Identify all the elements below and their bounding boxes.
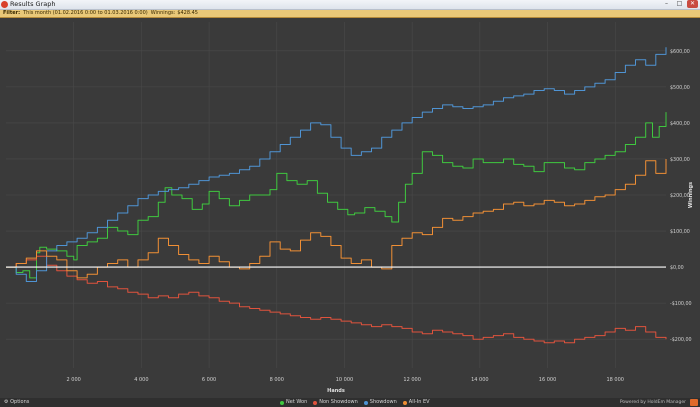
brand-text: Powered by HoldEm Manager bbox=[619, 400, 686, 405]
x-tick-label: 12 000 bbox=[403, 377, 421, 383]
filter-range: This month (01.02.2016 0:00 to 01.03.201… bbox=[23, 10, 148, 16]
maximize-button[interactable]: □ bbox=[676, 0, 683, 7]
y-axis-ticks: -$200,00 -$100,00 $0,00 $100,00 $200,00 $300,… bbox=[670, 49, 692, 343]
legend-item-showdown[interactable]: Showdown bbox=[363, 398, 397, 407]
holdem-manager-logo bbox=[690, 399, 698, 406]
filter-bar[interactable]: Filter: This month (01.02.2016 0:00 to 01… bbox=[0, 10, 700, 18]
legend: Net Won Non Showdown Showdown All-In EV bbox=[280, 398, 430, 407]
legend-swatch bbox=[363, 400, 368, 405]
legend-item-non-showdown[interactable]: Non Showdown bbox=[313, 398, 358, 407]
x-tick-label: 10 000 bbox=[336, 377, 354, 383]
legend-label: All-In EV bbox=[408, 399, 430, 405]
legend-swatch bbox=[313, 400, 318, 405]
x-tick-label: 16 000 bbox=[539, 377, 557, 383]
series-line-net-won bbox=[6, 112, 667, 279]
y-axis-label: Winnings bbox=[688, 182, 694, 208]
y-tick-label: $300,00 bbox=[670, 157, 690, 163]
y-tick-label: $200,00 bbox=[670, 193, 690, 199]
chart-background bbox=[0, 18, 700, 398]
y-tick-label: -$100,00 bbox=[670, 301, 692, 307]
close-button[interactable]: ✕ bbox=[687, 0, 698, 8]
series-line-all-in-ev bbox=[6, 159, 667, 279]
y-tick-label: -$200,00 bbox=[670, 337, 692, 343]
x-tick-label: 8 000 bbox=[270, 377, 284, 383]
legend-label: Net Won bbox=[286, 399, 308, 405]
window-titlebar: Results Graph – □ ✕ bbox=[0, 0, 700, 10]
y-tick-label: $500,00 bbox=[670, 85, 690, 91]
x-axis-label: Hands bbox=[327, 388, 345, 394]
y-tick-label: $600,00 bbox=[670, 49, 690, 55]
window-controls: – □ ✕ bbox=[661, 0, 698, 9]
legend-item-net-won[interactable]: Net Won bbox=[280, 398, 307, 407]
legend-label: Non Showdown bbox=[319, 399, 358, 405]
options-label: Options bbox=[10, 399, 30, 405]
x-tick-label: 14 000 bbox=[471, 377, 489, 383]
x-axis-ticks: 2 000 4 000 6 000 8 000 10 000 12 000 14 000 16… bbox=[67, 377, 624, 383]
winnings-label: Winnings: bbox=[150, 10, 176, 16]
legend-swatch bbox=[280, 400, 284, 405]
y-tick-label: $100,00 bbox=[670, 229, 690, 235]
x-tick-label: 6 000 bbox=[202, 377, 216, 383]
x-tick-label: 2 000 bbox=[67, 377, 81, 383]
legend-bar: ⚙ Options Net Won Non Showdown Showdown All… bbox=[0, 398, 700, 407]
legend-label: Showdown bbox=[369, 399, 397, 405]
y-tick-label: $400,00 bbox=[670, 121, 690, 127]
series-line-non-showdown bbox=[6, 255, 667, 344]
x-tick-label: 18 000 bbox=[606, 377, 624, 383]
filter-label: Filter: bbox=[3, 10, 21, 16]
results-chart: 2 000 4 000 6 000 8 000 10 000 12 000 14 000 16… bbox=[0, 18, 700, 398]
x-tick-label: 4 000 bbox=[134, 377, 148, 383]
winnings-value: $428.45 bbox=[177, 10, 198, 16]
options-button[interactable]: ⚙ Options bbox=[4, 399, 30, 405]
y-tick-label: $0,00 bbox=[670, 265, 684, 271]
legend-swatch bbox=[402, 400, 407, 405]
app-icon bbox=[1, 1, 8, 8]
series-lines bbox=[6, 47, 667, 344]
series-line-showdown bbox=[6, 47, 667, 282]
legend-item-all-in-ev[interactable]: All-In EV bbox=[402, 398, 430, 407]
window-title: Results Graph bbox=[10, 0, 56, 8]
minimize-button[interactable]: – bbox=[665, 0, 668, 7]
